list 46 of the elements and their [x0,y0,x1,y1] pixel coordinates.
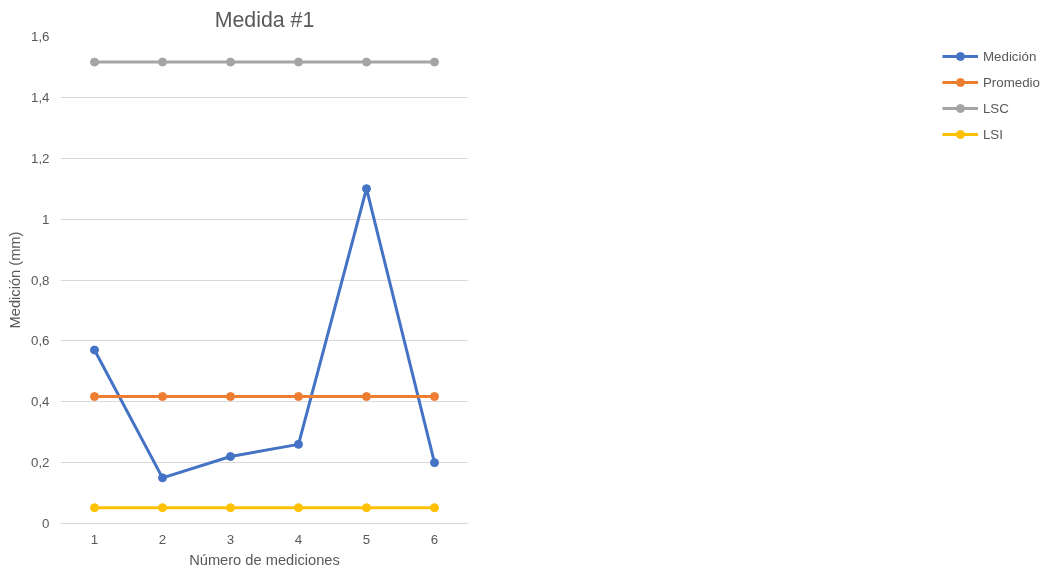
point [226,57,235,67]
point [226,503,235,513]
y-tick-label: 0,6 [30,333,50,349]
y-tick-label: 1 [42,211,50,227]
point [226,392,235,402]
point [158,503,167,513]
point [90,392,99,402]
y-tick-label: 0,2 [30,455,50,471]
point [90,503,99,513]
y-tick-label: 0 [42,516,50,531]
point [226,452,235,462]
x-axis-title: Número de mediciones [189,551,340,568]
point [294,57,303,67]
x-tick-label: 1 [90,531,99,547]
y-axis-title: Medición (mm) [6,231,23,329]
point [362,392,371,402]
point [90,345,99,355]
point [430,458,439,468]
legend-label: Promedio [982,74,1040,90]
y-tick-label: 1,2 [30,150,50,166]
point [362,184,371,194]
point [158,392,167,402]
x-tick-label: 2 [158,531,167,547]
point [158,57,167,67]
y-tick-label: 0,4 [30,394,51,410]
point [90,57,99,67]
legend-label: Medición [982,48,1037,64]
legend-label: LSI [982,126,1003,142]
x-tick-label: 4 [294,531,303,547]
y-tick-label: 1,6 [30,29,50,44]
point [362,503,371,513]
point [294,392,303,402]
point [158,473,167,483]
point [430,392,439,402]
y-tick-label: 1,4 [30,89,51,105]
chart-title: Medida #1 [214,7,315,32]
x-tick-label: 5 [362,531,371,547]
point [430,503,439,513]
x-tick-label: 6 [430,531,439,547]
x-tick-label: 3 [226,531,235,547]
point [430,57,439,67]
point [294,439,303,449]
point [362,57,371,67]
point [294,503,303,513]
y-tick-label: 0,8 [30,272,50,288]
legend-label: LSC [982,100,1009,116]
